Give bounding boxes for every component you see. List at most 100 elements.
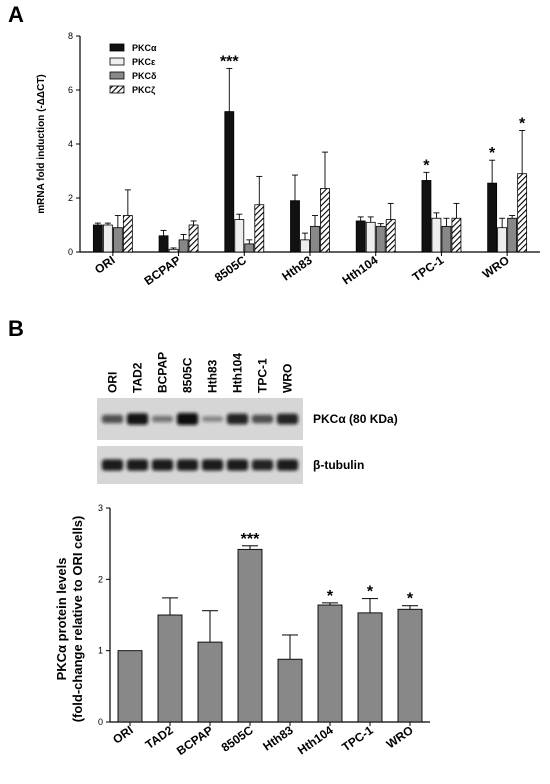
bar	[385, 219, 396, 253]
y-tick-label: 0	[68, 247, 73, 257]
bar	[517, 173, 528, 253]
y-axis-label-line1: PKCα protein levels	[54, 558, 69, 681]
bar	[320, 188, 330, 253]
blot-band	[251, 459, 274, 471]
y-tick-label: 1	[98, 646, 103, 656]
x-tick-label: 8505C	[219, 723, 256, 755]
bar	[254, 204, 265, 253]
y-tick-label: 6	[68, 85, 73, 95]
bar	[117, 650, 143, 723]
bar	[237, 548, 263, 723]
significance-marker: *	[519, 116, 526, 133]
blot-band	[126, 459, 149, 471]
legend-swatch	[109, 57, 125, 66]
blot-band	[101, 459, 124, 471]
blot-band	[251, 414, 274, 424]
lane-label: BCPAP	[156, 352, 170, 393]
bar	[168, 248, 179, 253]
legend-label: PKCδ	[132, 71, 157, 81]
significance-marker: *	[407, 591, 414, 608]
y-tick-label: 3	[98, 503, 103, 513]
significance-marker: ***	[241, 531, 260, 548]
bar	[158, 235, 169, 253]
y-tick-label: 8	[68, 31, 73, 41]
significance-marker: *	[423, 157, 430, 174]
bar	[224, 111, 235, 253]
blot-band	[151, 459, 174, 471]
lane-label: ORI	[106, 372, 120, 393]
bar	[441, 225, 452, 253]
blot-row-label: β-tubulin	[313, 458, 364, 472]
bar	[365, 221, 376, 253]
blot-band	[101, 414, 124, 424]
bar	[431, 217, 442, 253]
lane-label: TAD2	[131, 362, 145, 393]
y-axis-label-line2: (fold-change relative to ORI cells)	[70, 516, 85, 723]
blot-band	[276, 413, 299, 425]
x-tick-label: Hth104	[340, 253, 381, 288]
bar	[317, 604, 343, 723]
significance-marker: ***	[220, 53, 239, 70]
bar	[451, 217, 462, 253]
legend-swatch	[109, 85, 125, 94]
chart-a-mrna: 0 2 4 6 8 mRNA fold induction (-ΔΔCT) ORI BCPAP…	[36, 31, 540, 288]
x-tick-label: WRO	[384, 723, 416, 751]
bar	[122, 215, 133, 253]
y-tick-label: 2	[68, 193, 73, 203]
bar	[300, 239, 310, 253]
x-tick-label: BCPAP	[174, 723, 216, 758]
x-tick-label: ORI	[110, 723, 136, 747]
y-tick-label: 2	[98, 574, 103, 584]
lane-label: WRO	[281, 364, 295, 393]
legend-swatch	[109, 71, 125, 80]
bar	[178, 239, 189, 253]
blot-band	[201, 459, 224, 471]
y-tick-label: 4	[68, 139, 73, 149]
bar	[277, 658, 303, 723]
bar	[397, 608, 423, 723]
bar	[497, 227, 508, 253]
panel-a-label: A	[8, 2, 24, 27]
legend-label: PKCα	[132, 43, 157, 53]
bar	[244, 243, 255, 253]
bar	[487, 182, 498, 253]
bar	[310, 225, 320, 253]
x-tick-label: TPC-1	[339, 723, 376, 755]
x-tick-label: Hth104	[295, 723, 336, 758]
bar	[507, 217, 518, 253]
bar	[102, 224, 113, 253]
y-tick-label: 0	[98, 717, 103, 727]
legend-swatch	[109, 43, 125, 52]
blot-band	[226, 413, 249, 425]
x-tick-label: BCPAP	[142, 253, 184, 288]
bar	[290, 200, 300, 253]
x-tick-label: Hth83	[260, 723, 296, 754]
bar	[355, 220, 366, 253]
legend-label: PKCζ	[132, 85, 155, 95]
significance-marker: *	[327, 588, 334, 605]
bar	[375, 225, 386, 253]
legend-label: PKCε	[132, 57, 156, 67]
bar	[92, 224, 103, 253]
bar	[112, 227, 123, 253]
blot-band	[126, 413, 149, 425]
x-tick-label: WRO	[480, 253, 512, 281]
chart-b-protein: 0 1 2 3 PKCα protein levels (fold-change rela…	[54, 503, 430, 758]
x-tick-label: TAD2	[143, 723, 176, 752]
bar	[421, 180, 432, 253]
blot-row-label: PKCα (80 KDa)	[313, 412, 398, 426]
lane-label: Hth83	[206, 359, 220, 393]
bar	[234, 219, 245, 253]
lane-label: Hth104	[231, 353, 245, 393]
blot-band	[176, 413, 199, 425]
bar	[157, 614, 183, 723]
western-blot: ORI TAD2 BCPAP 8505C Hth83 Hth104 TPC-1 WRO PKCα…	[97, 352, 398, 484]
x-tick-label: ORI	[92, 253, 118, 277]
blot-band	[176, 459, 199, 471]
y-axis-label: mRNA fold induction (-ΔΔCT)	[36, 74, 47, 214]
x-tick-label: Hth83	[279, 253, 315, 284]
significance-marker: *	[489, 145, 496, 162]
lane-label: 8505C	[181, 357, 195, 393]
blot-band	[201, 416, 224, 422]
